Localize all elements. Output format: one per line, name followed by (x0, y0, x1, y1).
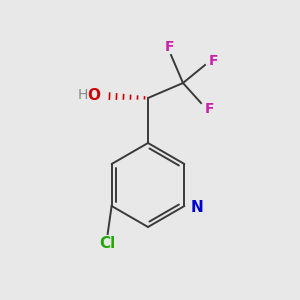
Text: H: H (78, 88, 88, 102)
Text: N: N (190, 200, 203, 215)
Text: F: F (204, 102, 214, 116)
Text: Cl: Cl (100, 236, 116, 251)
Text: F: F (164, 40, 174, 54)
Text: O: O (87, 88, 100, 103)
Text: F: F (208, 54, 218, 68)
